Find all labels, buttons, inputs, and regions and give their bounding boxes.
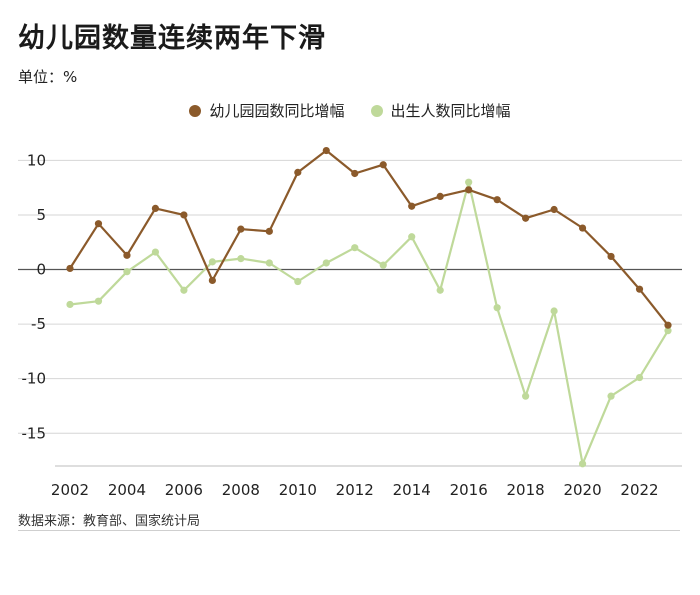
data-point-series-2 [66, 300, 74, 309]
x-tick-label: 2022 [620, 481, 658, 499]
data-point-series-1 [607, 252, 615, 261]
data-point-series-2 [94, 297, 103, 305]
data-point-series-2 [522, 392, 530, 400]
data-point-series-2 [550, 307, 558, 315]
data-point-series-1 [123, 251, 131, 259]
data-point-series-1 [351, 169, 359, 178]
bottom-divider [18, 530, 680, 531]
legend-marker-series-1 [189, 104, 202, 117]
x-tick-label: 2010 [279, 481, 317, 499]
y-tick-label: -15 [22, 424, 47, 442]
data-point-series-1 [294, 168, 302, 176]
data-point-series-1 [322, 146, 330, 155]
x-tick-label: 2006 [165, 481, 203, 499]
data-point-series-2 [379, 261, 387, 269]
data-point-series-1 [379, 161, 387, 169]
data-point-series-1 [208, 276, 216, 285]
series-line-2 [69, 181, 669, 465]
series-line-1 [69, 149, 669, 326]
data-point-series-2 [578, 460, 587, 468]
data-point-series-1 [94, 220, 103, 228]
data-point-series-2 [607, 392, 615, 400]
data-point-series-2 [351, 244, 359, 252]
data-point-series-1 [237, 225, 245, 233]
data-point-series-2 [294, 277, 302, 286]
data-point-series-2 [408, 233, 416, 241]
legend-item-series-1: 幼儿园园数同比增幅 [189, 100, 345, 121]
data-point-series-2 [265, 259, 273, 267]
data-point-series-2 [123, 268, 131, 276]
data-point-series-2 [151, 248, 160, 256]
y-tick-label: -5 [31, 315, 46, 333]
legend-label-series-1: 幼儿园园数同比增幅 [209, 102, 345, 120]
legend-label-series-2: 出生人数同比增幅 [390, 102, 511, 120]
data-point-series-1 [465, 186, 473, 194]
x-tick-label: 2004 [108, 481, 146, 499]
x-tick-label: 2016 [450, 481, 488, 499]
x-tick-label: 2012 [336, 481, 374, 499]
x-tick-label: 2018 [507, 481, 545, 499]
data-point-series-2 [635, 373, 644, 382]
data-point-series-2 [322, 259, 330, 267]
data-point-series-1 [550, 205, 558, 214]
data-point-series-2 [237, 255, 245, 263]
data-point-series-2 [180, 286, 188, 294]
y-tick-label: 0 [36, 261, 46, 279]
source-note: 数据来源：教育部、国家统计局 [18, 514, 201, 529]
data-point-series-2 [493, 304, 501, 312]
x-tick-label: 2002 [51, 481, 89, 499]
data-point-series-1 [265, 227, 273, 235]
data-point-series-1 [66, 264, 74, 273]
data-point-series-1 [436, 192, 444, 200]
data-point-series-1 [180, 211, 188, 219]
data-point-series-1 [522, 214, 530, 222]
y-tick-label: 5 [36, 206, 46, 224]
legend-marker-series-2 [370, 104, 383, 117]
y-tick-label: -10 [22, 370, 47, 388]
data-point-series-2 [436, 286, 444, 294]
data-point-series-2 [208, 258, 216, 266]
data-point-series-1 [664, 321, 672, 329]
x-tick-label: 2020 [563, 481, 601, 499]
legend-item-series-2: 出生人数同比增幅 [370, 100, 511, 121]
data-point-series-1 [493, 196, 501, 204]
x-tick-label: 2014 [393, 481, 431, 499]
x-tick-label: 2008 [222, 481, 260, 499]
data-point-series-2 [664, 327, 672, 335]
data-point-series-1 [635, 285, 644, 293]
y-tick-label: 10 [27, 151, 46, 169]
unit-label: 单位：% [18, 68, 78, 86]
data-point-series-1 [408, 202, 416, 210]
data-point-series-2 [465, 178, 473, 186]
data-point-series-1 [151, 204, 160, 212]
data-point-series-1 [578, 224, 587, 232]
legend: 幼儿园园数同比增幅 出生人数同比增幅 [0, 100, 700, 121]
chart-title: 幼儿园数量连续两年下滑 [18, 23, 326, 54]
